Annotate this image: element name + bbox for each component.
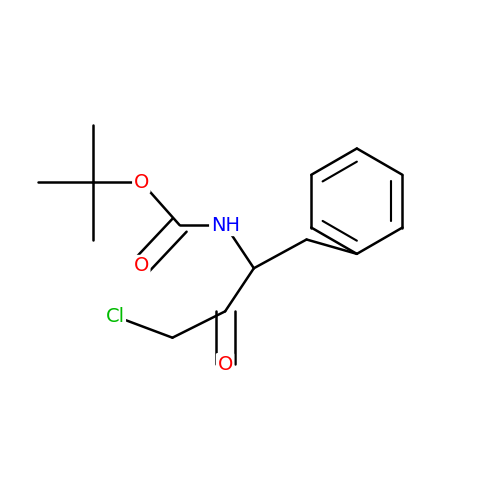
Text: O: O	[217, 354, 233, 374]
Text: Cl: Cl	[105, 307, 125, 326]
Text: NH: NH	[211, 216, 240, 235]
Text: O: O	[134, 256, 149, 275]
Text: O: O	[134, 172, 149, 192]
